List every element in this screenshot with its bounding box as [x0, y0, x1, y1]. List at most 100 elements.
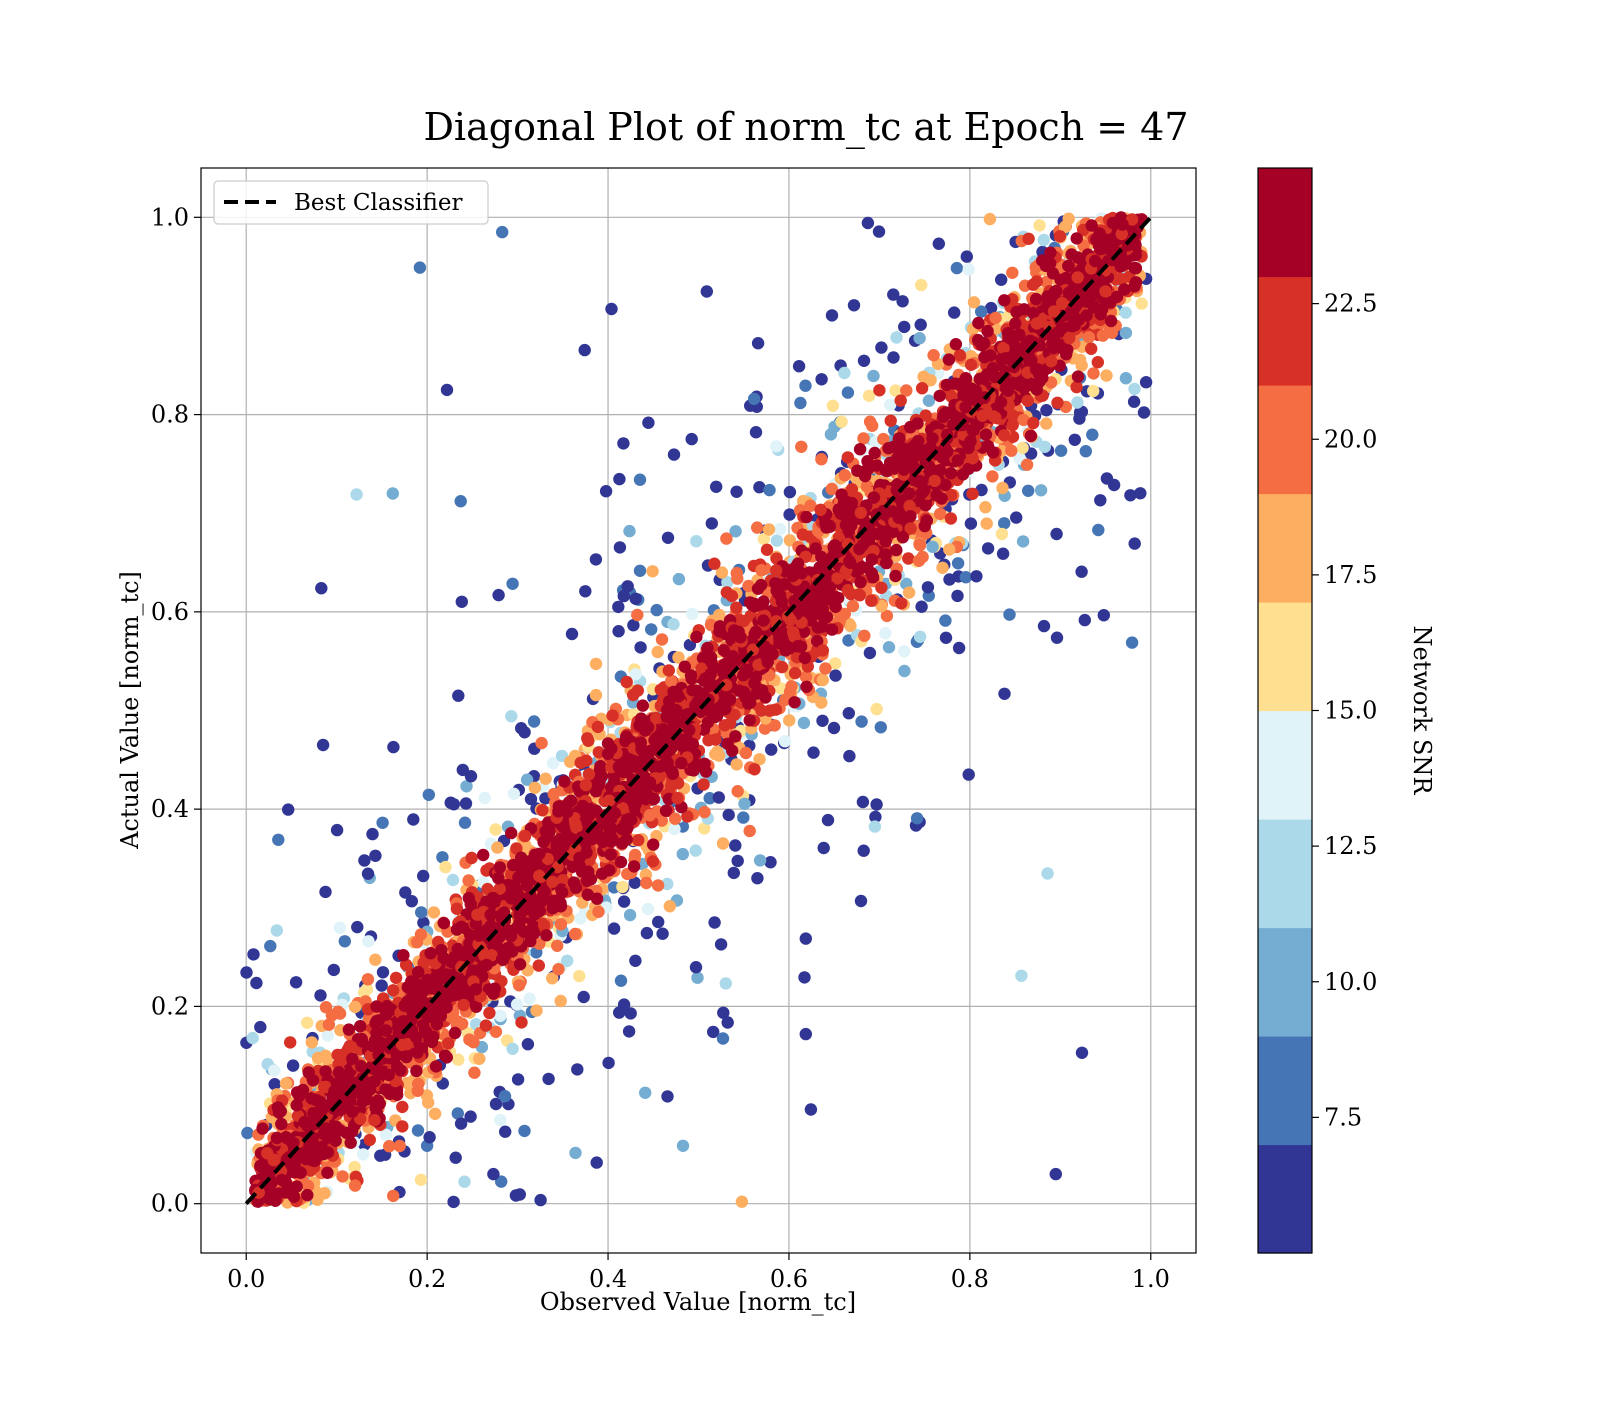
data-point: [518, 1125, 530, 1137]
data-point: [514, 1188, 526, 1200]
data-point: [579, 585, 591, 597]
data-point: [890, 331, 902, 343]
data-point: [915, 601, 927, 613]
data-point: [422, 1096, 434, 1108]
data-point: [869, 447, 881, 459]
data-point: [661, 1090, 673, 1102]
data-point: [411, 936, 423, 948]
data-point: [647, 855, 659, 867]
data-point: [608, 922, 620, 934]
data-point: [754, 854, 766, 866]
data-point: [819, 662, 831, 674]
data-point: [731, 758, 743, 770]
data-point: [628, 860, 640, 872]
data-point: [848, 299, 860, 311]
data-point: [667, 618, 679, 630]
data-point: [634, 641, 646, 653]
data-point: [1079, 614, 1091, 626]
data-point: [1085, 343, 1097, 355]
data-point: [665, 675, 677, 687]
data-point: [800, 681, 812, 693]
data-point: [963, 263, 975, 275]
data-point: [656, 633, 668, 645]
data-point: [339, 935, 351, 947]
data-point: [1021, 395, 1033, 407]
data-point: [763, 523, 775, 535]
data-point: [617, 437, 629, 449]
data-point: [1098, 609, 1110, 621]
data-point: [800, 1028, 812, 1040]
data-point: [1021, 459, 1033, 471]
data-point: [465, 852, 477, 864]
data-point: [720, 977, 732, 989]
data-point: [997, 548, 1009, 560]
data-point: [412, 1124, 424, 1136]
data-point: [450, 1152, 462, 1164]
data-point: [978, 351, 990, 363]
data-point: [582, 735, 594, 747]
data-point: [652, 879, 664, 891]
data-point: [873, 384, 885, 396]
data-point: [966, 488, 978, 500]
data-point: [364, 1134, 376, 1146]
data-point: [377, 966, 389, 978]
data-point: [613, 473, 625, 485]
data-point: [982, 542, 994, 554]
data-point: [936, 562, 948, 574]
data-point: [1027, 417, 1039, 429]
data-point: [616, 881, 628, 893]
data-point: [865, 595, 877, 607]
data-point: [494, 1114, 506, 1126]
data-point: [862, 217, 874, 229]
data-point: [642, 903, 654, 915]
data-point: [710, 481, 722, 493]
data-point: [690, 961, 702, 973]
data-point: [721, 586, 733, 598]
data-point: [412, 1078, 424, 1090]
data-point: [866, 420, 878, 432]
data-point: [1097, 329, 1109, 341]
data-point: [247, 948, 259, 960]
data-point: [875, 721, 887, 733]
data-point: [708, 916, 720, 928]
data-point: [506, 1043, 518, 1055]
data-point: [1016, 442, 1028, 454]
data-point: [795, 441, 807, 453]
data-point: [542, 1073, 554, 1085]
data-point: [870, 798, 882, 810]
data-point: [417, 870, 429, 882]
data-point: [731, 572, 743, 584]
data-point: [634, 565, 646, 577]
data-point: [592, 721, 604, 733]
data-point: [1041, 867, 1053, 879]
data-point: [1007, 419, 1019, 431]
data-point: [715, 938, 727, 950]
data-point: [652, 646, 664, 658]
data-point: [751, 872, 763, 884]
data-point: [1080, 445, 1092, 457]
data-point: [738, 798, 750, 810]
data-point: [842, 451, 854, 463]
data-point: [826, 309, 838, 321]
data-point: [351, 921, 363, 933]
data-point: [794, 397, 806, 409]
data-point: [717, 837, 729, 849]
data-point: [1038, 620, 1050, 632]
data-point: [240, 966, 252, 978]
data-point: [953, 642, 965, 654]
data-point: [871, 703, 883, 715]
data-point: [582, 889, 594, 901]
data-point: [825, 428, 837, 440]
data-point: [979, 501, 991, 513]
data-point: [1010, 511, 1022, 523]
data-point: [639, 1087, 651, 1099]
data-point: [533, 959, 545, 971]
data-point: [1072, 370, 1084, 382]
data-point: [1073, 412, 1085, 424]
data-point: [662, 532, 674, 544]
data-point: [459, 817, 471, 829]
data-point: [499, 1126, 511, 1138]
data-point: [1071, 232, 1083, 244]
